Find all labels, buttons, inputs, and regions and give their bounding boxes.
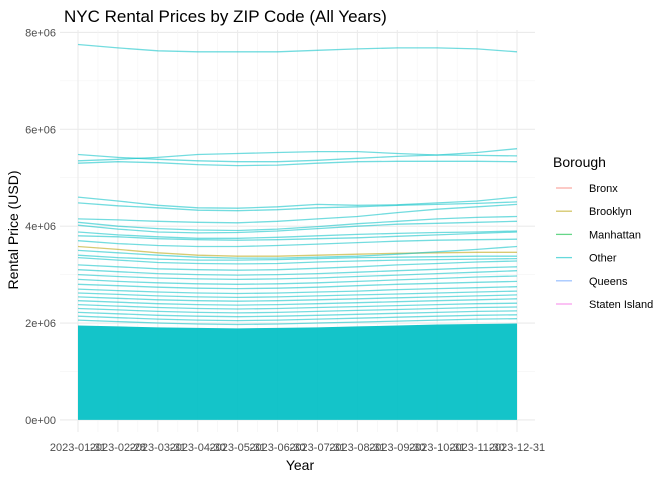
x-axis-ticks: 2023-01-312023-02-282023-03-312023-04-30… [50,442,545,454]
y-tick-label: 2e+06 [25,318,56,330]
dense-series-area [78,323,517,420]
series-line-13 [77,245,517,257]
x-tick-label: 2023-12-31 [489,442,545,454]
series-line-14 [77,245,518,259]
x-tick-label: 2023-10-31 [409,442,465,454]
series-line-27 [77,306,518,314]
x-tick-label: 2023-03-31 [130,442,186,454]
legend-label: Bronx [589,183,618,195]
series-line-21 [77,280,518,290]
series-line-5 [77,196,518,209]
x-tick-label: 2023-01-31 [50,442,106,454]
x-tick-label: 2023-07-31 [289,442,345,454]
y-axis-ticks: 0e+00 2e+06 4e+06 6e+06 8e+06 [25,27,56,426]
series-lines [77,43,518,326]
legend-label: Manhattan [589,229,641,241]
x-tick-label: 2023-04-30 [170,442,226,454]
series-line-9 [77,220,518,234]
legend-label: Queens [589,276,628,288]
legend-label: Other [589,253,617,265]
chart-title: NYC Rental Prices by ZIP Code (All Years… [64,7,387,26]
x-tick-label: 2023-11-30 [449,442,504,454]
series-line-7 [77,203,518,224]
x-axis-title: Year [286,457,315,473]
series-line-17 [77,260,518,271]
series-line-10 [77,230,518,239]
series-line-3 [77,150,518,162]
series-line-25 [77,298,518,306]
y-tick-label: 8e+06 [25,27,56,39]
series-line-12 [77,238,518,248]
x-tick-label: 2023-02-28 [90,442,146,454]
series-line-19 [77,270,518,281]
series-line-20 [77,275,518,285]
legend-label: Brooklyn [589,206,632,218]
series-line-22 [77,286,518,295]
y-tick-label: 6e+06 [25,124,56,136]
x-tick-label: 2023-09-30 [369,442,425,454]
series-line-18 [77,266,518,276]
y-tick-label: 0e+00 [25,415,56,427]
series-line-15 [77,254,517,261]
x-tick-label: 2023-06-30 [249,442,305,454]
series-line-8 [77,215,518,232]
series-line-28 [77,310,518,318]
series-line-16 [77,256,518,265]
series-line-24 [77,294,518,302]
y-tick-label: 4e+06 [25,221,56,233]
series-line-26 [77,302,518,310]
series-line-4 [77,160,518,167]
legend-title: Borough [553,154,606,170]
series-line-29 [77,314,518,322]
x-tick-label: 2023-05-31 [209,442,265,454]
series-line-11 [77,231,518,241]
y-axis-title: Rental Price (USD) [5,170,21,289]
series-line-6 [77,201,518,212]
x-tick-label: 2023-08-31 [329,442,385,454]
series-line-30 [77,318,518,326]
series-line-23 [77,290,518,299]
filled-band [78,323,517,420]
legend-label: Staten Island [589,299,653,311]
series-line-1 [77,43,518,53]
legend: Borough Bronx Brooklyn Manhattan Other Queen… [553,154,653,311]
